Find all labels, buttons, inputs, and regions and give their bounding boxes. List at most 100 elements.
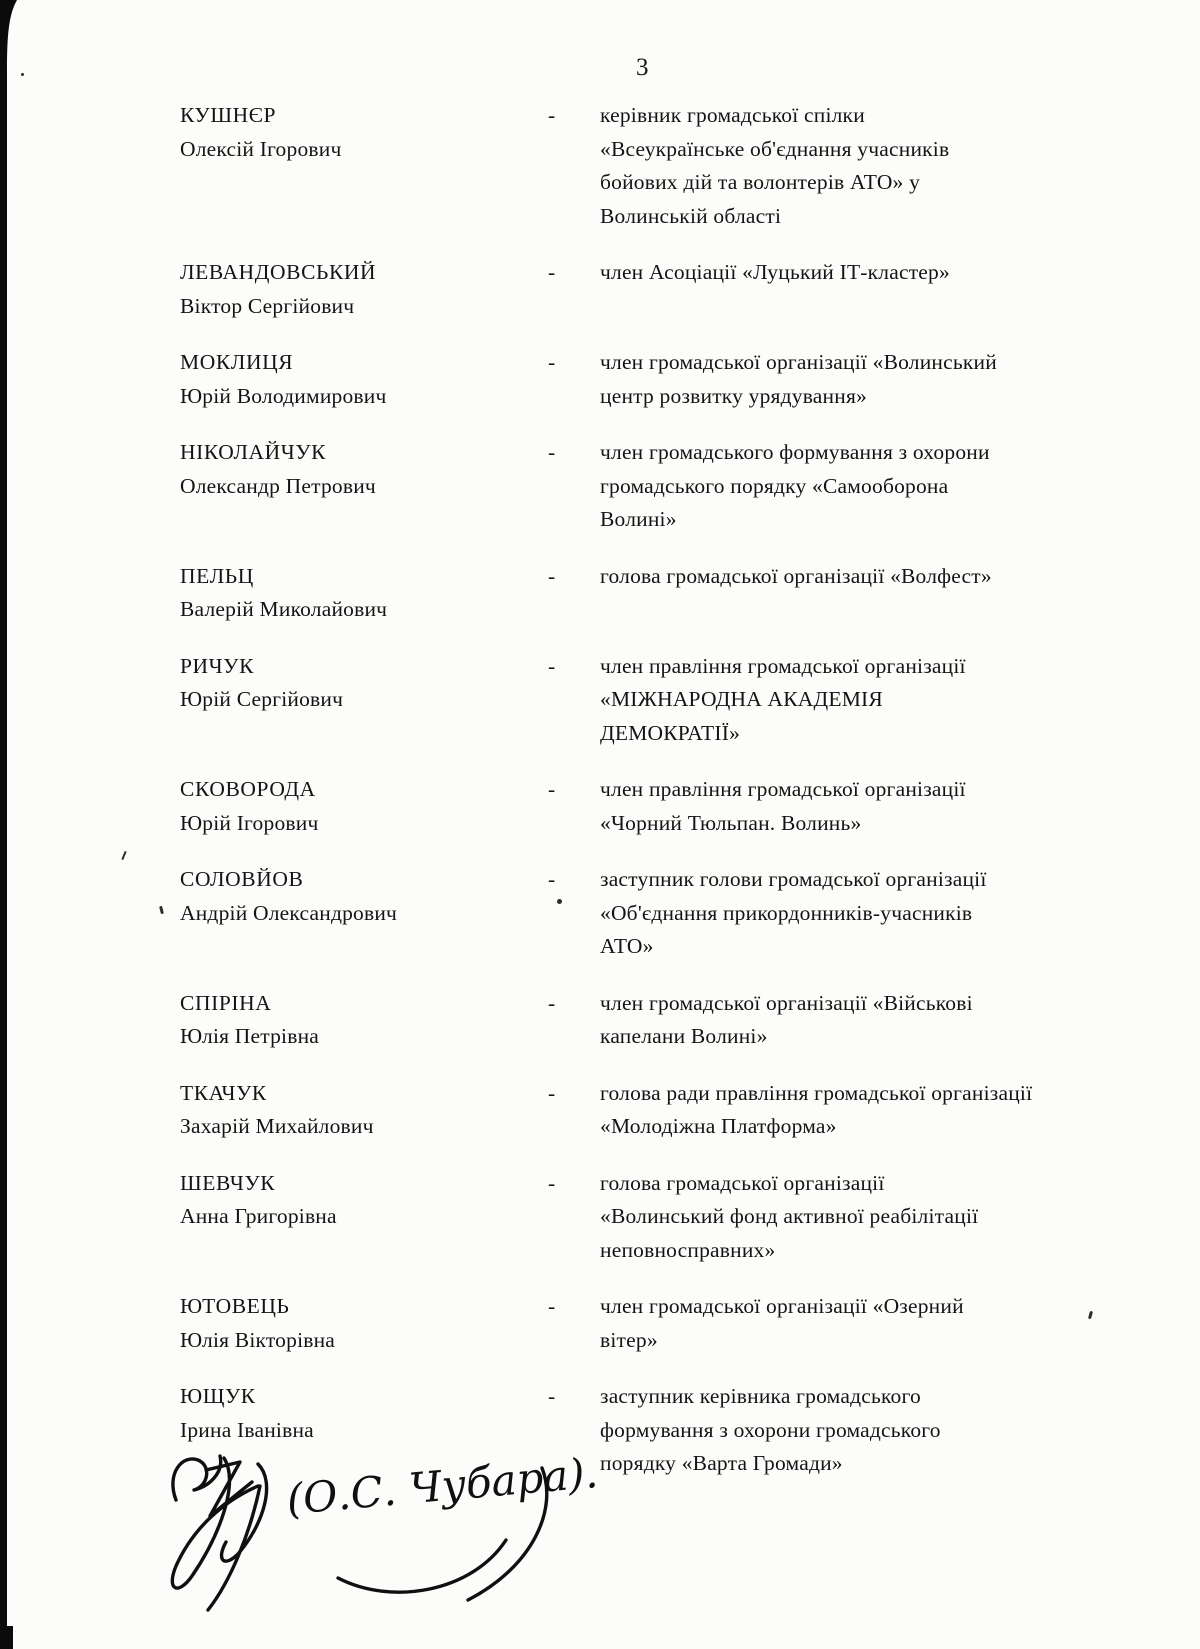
role-line: «Волинський фонд активної реабілітації bbox=[600, 1204, 979, 1228]
role-line: «Всеукраїнське об'єднання учасників bbox=[600, 136, 950, 161]
person-surname: ЮТОВЕЦЬ bbox=[180, 1294, 290, 1318]
person-given-name: Юлія Петрівна bbox=[180, 1024, 320, 1048]
person-given-name: Валерій Миколайович bbox=[180, 597, 388, 621]
separator-dash: - bbox=[548, 103, 556, 127]
person-role: член Асоціації «Луцький ІТ-кластер» bbox=[600, 256, 1110, 290]
role-line: Волинській області bbox=[600, 203, 782, 228]
role-line: член громадської організації «Озерний bbox=[600, 1294, 964, 1318]
person-role: керівник громадської спілки «Всеукраїнськ… bbox=[600, 99, 1110, 233]
separator-dash: - bbox=[548, 563, 556, 588]
person-role: член громадського формування з охорони гр… bbox=[600, 436, 1110, 537]
scan-edge-artifact bbox=[0, 0, 17, 1649]
person-given-name: Юрій Ігорович bbox=[180, 810, 319, 835]
role-line: керівник громадської спілки bbox=[600, 103, 865, 127]
person-name: НІКОЛАЙЧУК Олександр Петрович bbox=[180, 436, 546, 503]
list-entry: СКОВОРОДА Юрій Ігорович - член правління… bbox=[180, 773, 1110, 840]
person-given-name: Олексій Ігорович bbox=[180, 136, 342, 161]
role-line: «МІЖНАРОДНА АКАДЕМІЯ bbox=[600, 687, 883, 711]
person-name: СОЛОВЙОВ Андрій Олександрович bbox=[180, 863, 546, 930]
role-line: вітер» bbox=[600, 1327, 658, 1352]
role-line: заступник керівника громадського bbox=[600, 1384, 921, 1408]
role-line: голова громадської організації «Волфест» bbox=[600, 563, 992, 588]
list-entry: НІКОЛАЙЧУК Олександр Петрович - член гро… bbox=[180, 436, 1110, 537]
person-role: член громадської організації «Волинський… bbox=[600, 346, 1110, 413]
list-entry: ШЕВЧУК Анна Григорівна - голова громадсь… bbox=[180, 1167, 1110, 1268]
person-name: СПІРІНА Юлія Петрівна bbox=[180, 987, 546, 1054]
role-line: громадського порядку «Самооборона bbox=[600, 473, 949, 498]
separator-dash: - bbox=[548, 653, 556, 678]
person-role: заступник керівника громадського формуван… bbox=[600, 1380, 1110, 1481]
page-number: 3 bbox=[636, 54, 649, 81]
role-line: порядку «Варта Громади» bbox=[600, 1451, 843, 1475]
list-entry: ЮТОВЕЦЬ Юлія Вікторівна - член громадськ… bbox=[180, 1290, 1110, 1357]
list-entry: ТКАЧУК Захарій Михайлович - голова ради … bbox=[180, 1077, 1110, 1144]
role-line: заступник голови громадської організації bbox=[600, 867, 987, 891]
role-line: член правління громадської організації bbox=[600, 777, 966, 801]
separator-dash: - bbox=[548, 867, 556, 891]
person-given-name: Віктор Сергійович bbox=[180, 293, 355, 318]
person-role: член громадської організації «Озерний віт… bbox=[600, 1290, 1110, 1357]
list-entry: СПІРІНА Юлія Петрівна - член громадської… bbox=[180, 987, 1110, 1054]
role-line: неповносправних» bbox=[600, 1237, 776, 1262]
person-given-name: Юлія Вікторівна bbox=[180, 1327, 336, 1352]
person-surname: ПЕЛЬЦ bbox=[180, 563, 254, 588]
role-line: Волині» bbox=[600, 507, 677, 531]
person-name: ПЕЛЬЦ Валерій Миколайович bbox=[180, 560, 546, 627]
list-entry: ЛЕВАНДОВСЬКИЙ Віктор Сергійович - член А… bbox=[180, 256, 1110, 323]
person-surname: СКОВОРОДА bbox=[180, 777, 316, 801]
person-given-name: Олександр Петрович bbox=[180, 473, 376, 498]
scan-speck bbox=[557, 899, 562, 904]
person-given-name: Захарій Михайлович bbox=[180, 1114, 374, 1138]
person-role: член правління громадської організації «Ч… bbox=[600, 773, 1110, 840]
separator-dash: - bbox=[548, 990, 556, 1015]
person-role: член громадської організації «Військові к… bbox=[600, 987, 1110, 1054]
role-line: центр розвитку урядування» bbox=[600, 383, 867, 408]
signature: (О.С. Чубара). bbox=[170, 1448, 600, 1612]
separator-dash: - bbox=[548, 350, 556, 374]
person-given-name: Андрій Олександрович bbox=[180, 900, 398, 925]
role-line: голова громадської організації bbox=[600, 1170, 885, 1195]
separator-dash: - bbox=[548, 1080, 556, 1105]
person-surname: ТКАЧУК bbox=[180, 1080, 267, 1105]
person-role: член правління громадської організації «М… bbox=[600, 650, 1110, 751]
person-surname: ЛЕВАНДОВСЬКИЙ bbox=[180, 260, 377, 284]
person-name: ЮТОВЕЦЬ Юлія Вікторівна bbox=[180, 1290, 546, 1357]
entries-list: КУШНЄР Олексій Ігорович - керівник грома… bbox=[180, 99, 1110, 1504]
person-role: голова громадської організації «Волинськи… bbox=[600, 1167, 1110, 1268]
person-given-name: Ірина Іванівна bbox=[180, 1417, 314, 1442]
role-line: капелани Волині» bbox=[600, 1024, 768, 1048]
separator-dash: - bbox=[548, 1294, 556, 1318]
list-entry: ЮЩУК Ірина Іванівна - заступник керівник… bbox=[180, 1380, 1110, 1481]
person-surname: РИЧУК bbox=[180, 653, 255, 678]
person-name: ЛЕВАНДОВСЬКИЙ Віктор Сергійович bbox=[180, 256, 546, 323]
scan-speck bbox=[21, 73, 24, 76]
person-role: голова громадської організації «Волфест» bbox=[600, 560, 1110, 594]
separator-dash: - bbox=[548, 440, 556, 464]
list-entry: ПЕЛЬЦ Валерій Миколайович - голова грома… bbox=[180, 560, 1110, 627]
role-line: член громадської організації «Військові bbox=[600, 990, 973, 1015]
person-role: заступник голови громадської організації… bbox=[600, 863, 1110, 964]
person-name: ТКАЧУК Захарій Михайлович bbox=[180, 1077, 546, 1144]
scan-speck bbox=[121, 850, 127, 861]
person-name: КУШНЄР Олексій Ігорович bbox=[180, 99, 546, 166]
role-line: формування з охорони громадського bbox=[600, 1417, 941, 1442]
person-name: ШЕВЧУК Анна Григорівна bbox=[180, 1167, 546, 1234]
role-line: член громадської організації «Волинський bbox=[600, 350, 997, 374]
signature-name-text: (О.С. Чубара). bbox=[285, 1448, 600, 1524]
list-entry: РИЧУК Юрій Сергійович - член правління г… bbox=[180, 650, 1110, 751]
person-surname: КУШНЄР bbox=[180, 103, 277, 127]
person-given-name: Юрій Сергійович bbox=[180, 687, 344, 711]
person-surname: ЮЩУК bbox=[180, 1384, 256, 1408]
separator-dash: - bbox=[548, 260, 556, 284]
list-entry: СОЛОВЙОВ Андрій Олександрович - заступни… bbox=[180, 863, 1110, 964]
role-line: «Молодіжна Платформа» bbox=[600, 1114, 837, 1138]
role-line: член громадського формування з охорони bbox=[600, 440, 990, 464]
role-line: «Об'єднання прикордонників-учасників bbox=[600, 900, 973, 925]
person-role: голова ради правління громадської органі… bbox=[600, 1077, 1110, 1144]
person-surname: ШЕВЧУК bbox=[180, 1170, 276, 1195]
scan-speck bbox=[159, 905, 164, 915]
person-name: РИЧУК Юрій Сергійович bbox=[180, 650, 546, 717]
person-surname: СПІРІНА bbox=[180, 990, 272, 1015]
person-name: МОКЛИЦЯ Юрій Володимирович bbox=[180, 346, 546, 413]
